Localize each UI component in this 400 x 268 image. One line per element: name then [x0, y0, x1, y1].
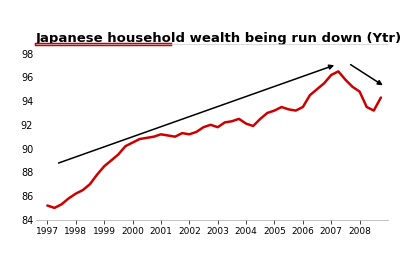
Text: Japanese household wealth being run down (Ytr): Japanese household wealth being run down… — [36, 32, 400, 46]
